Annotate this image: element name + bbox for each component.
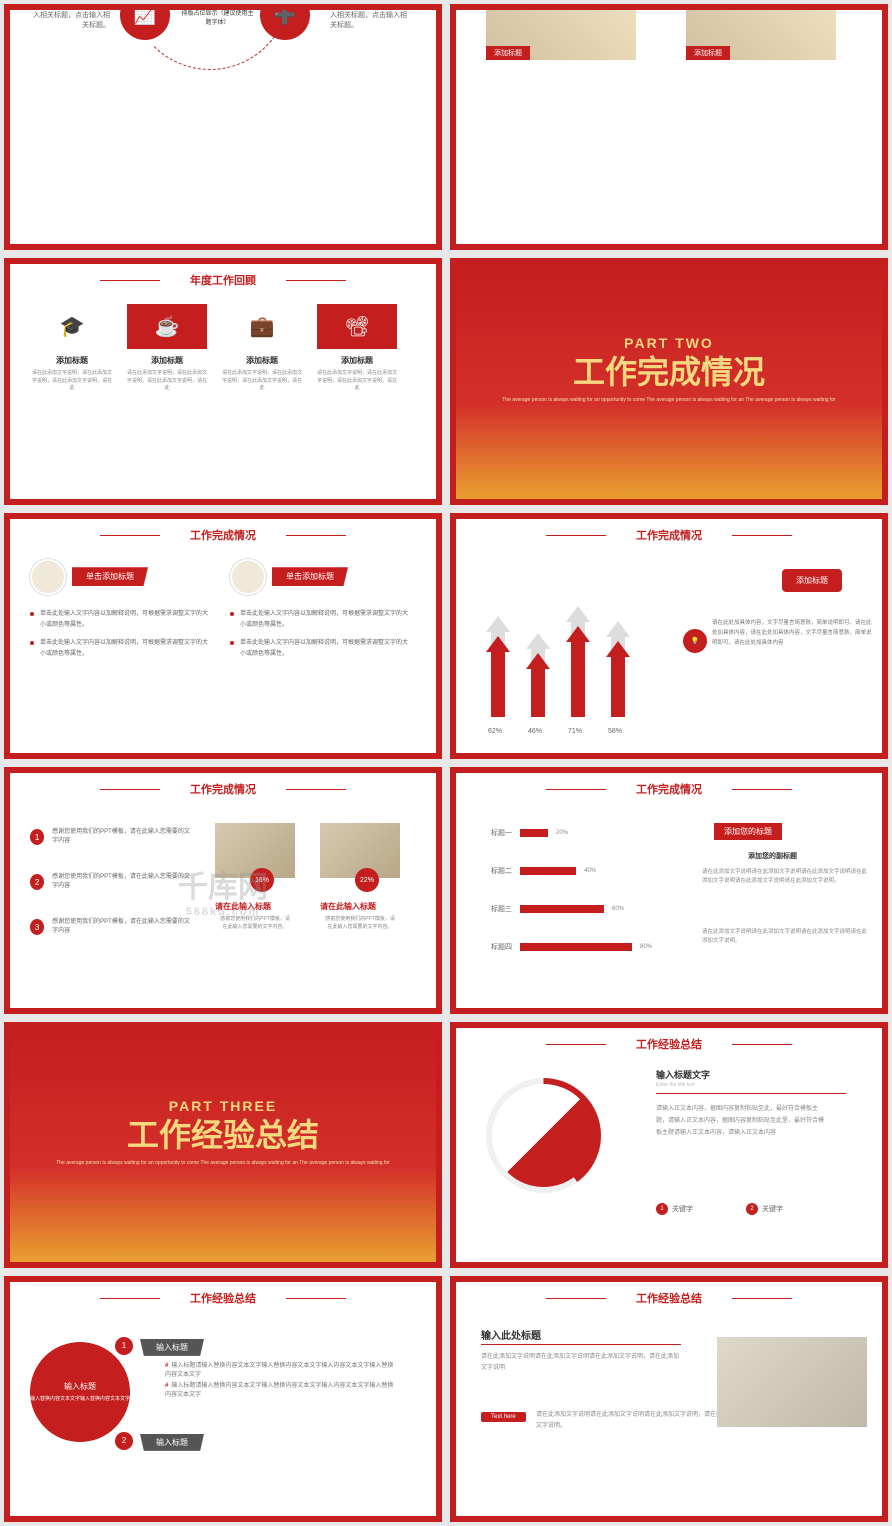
slide-8-title: 工作完成情况 <box>606 779 732 799</box>
right-title: 添加您的标题 <box>714 823 782 840</box>
slide-9-section: PART THREE 工作经验总结 The average person is … <box>4 1022 442 1268</box>
slide-10-title: 工作经验总结 <box>606 1034 732 1054</box>
kw-2: 关键字 <box>762 1204 783 1214</box>
slide-2: 添加标题 添加标题 <box>450 4 888 250</box>
slide-7-title: 工作完成情况 <box>160 779 286 799</box>
slide-7: 工作完成情况 1感谢您使用我们的PPT模板，请在此输入您需要的文字内容2感谢您使… <box>4 767 442 1013</box>
slide-6-text: 请在此处加具体内容，文字尽量言简意赅，简单说明即可。请在此处加具体内容，请在此处… <box>712 619 872 649</box>
p1: 请在此添加文字说明请在此添加文字说明请在此添加文字说明，请在此添加文字说明 <box>481 1352 681 1374</box>
group-2-header: 单击添加标题 <box>272 567 348 586</box>
slide-3: 年度工作回顾 🎓 添加标题请在此添加文字说明，请在此添加文字说明，请在此添加文字说… <box>4 258 442 504</box>
circle-image <box>486 1078 601 1193</box>
cap-1: 请在此输入标题 <box>215 901 271 912</box>
g1-b1: 单击此处输入文字内容以加解释说明，可根据需求调整文字的大小或颜色等属性。 <box>30 609 210 631</box>
heading: 输入此处标题 <box>481 1327 541 1342</box>
group-1-header: 单击添加标题 <box>72 567 148 586</box>
image-1-label: 添加标题 <box>486 46 530 60</box>
col-1-title: 添加标题 <box>32 355 112 366</box>
bulb-icon: 💡 <box>683 629 707 653</box>
badge-2: 22% <box>355 868 379 892</box>
col-3-title: 添加标题 <box>222 355 302 366</box>
col-4-icon: 📽 <box>317 304 397 349</box>
slide-12-title: 工作经验总结 <box>606 1288 732 1308</box>
p2: 请在此添加文字说明请在此添加文字说明请在此添加文字说明，请在此添加文字说明。 <box>536 1410 736 1432</box>
col-1-desc: 请在此添加文字说明，请在此添加文字说明，请在此添加文字说明，请在此 <box>32 370 112 393</box>
slide-6-title: 工作完成情况 <box>606 525 732 545</box>
g2-b1: 单击此处输入文字内容以加解释说明，可根据需求调整文字的大小或颜色等属性。 <box>230 609 410 631</box>
side-text-left: 入相关标题，点击输入相关标题。 <box>30 10 110 30</box>
slide-4-section: PART TWO 工作完成情况 The average person is al… <box>450 258 888 504</box>
divider <box>481 1344 681 1345</box>
tab-2: 输入标题 <box>140 1434 204 1451</box>
line-1: 输入标题请输入替换内容文本文字输入替换内容文本文字输入内容文本文字输入替换内容文… <box>165 1362 395 1380</box>
slide-3-title: 年度工作回顾 <box>160 270 286 290</box>
image-2: 添加标题 <box>686 4 836 60</box>
col-3-icon: 💼 <box>222 304 302 349</box>
part-title: 工作经验总结 <box>31 1110 414 1156</box>
side-text-right: 入相关标题，点击输入相关标题。 <box>330 10 410 30</box>
cap-2: 请在此输入标题 <box>320 901 376 912</box>
sub-1: 感谢您使用我们的PPT模板，请在此输入您需要的文字内容。 <box>220 915 290 931</box>
center-text: 排版占位显示（建议使用主题字体） <box>180 8 255 26</box>
part-sub: The average person is always waiting for… <box>31 1160 414 1167</box>
part-title: 工作完成情况 <box>477 347 860 393</box>
kw-num-1: 1 <box>656 1203 668 1215</box>
col-4-title: 添加标题 <box>317 355 397 366</box>
divider <box>656 1093 846 1094</box>
heading-sub: Enter the title text <box>656 1082 695 1088</box>
sub-2: 感谢您使用我们的PPT模板，请在此输入您需要的文字内容。 <box>325 915 395 931</box>
slide-5-title: 工作完成情况 <box>160 525 286 545</box>
badge-1: 16% <box>250 868 274 892</box>
body: 请输入正文本内容，据图内容复制粘贴至此，最好符合模板主题，请输入正文本内容，据图… <box>656 1103 826 1139</box>
col-2-title: 添加标题 <box>127 355 207 366</box>
g1-b2: 单击此处输入文字内容以加解释说明，可根据需求调整文字的大小或颜色等属性。 <box>30 638 210 660</box>
big-circle: 输入标题输入替换内容文本文字输入替换内容文本文字 <box>30 1342 130 1442</box>
right-image <box>717 1337 867 1427</box>
col-1-icon: 🎓 <box>32 304 112 349</box>
slide-6: 工作完成情况 62%46%71%58% 添加标题 💡 请在此处加具体内容，文字尽… <box>450 513 888 759</box>
slide-11: 工作经验总结 输入标题输入替换内容文本文字输入替换内容文本文字 1 输入标题 输… <box>4 1276 442 1522</box>
kw-num-2: 2 <box>746 1203 758 1215</box>
group-1-img <box>30 559 66 595</box>
col-3-desc: 请在此添加文字说明，请在此添加文字说明，请在此添加文字说明，请在此 <box>222 370 302 393</box>
line-1b: 输入标题请输入替换内容文本文字输入替换内容文本文字输入内容文本文字输入替换内容文… <box>165 1382 395 1400</box>
slide-1: 📈 ➕ 排版占位显示（建议使用主题字体） 入相关标题，点击输入相关标题。 入相关… <box>4 4 442 250</box>
image-2-label: 添加标题 <box>686 46 730 60</box>
group-2-img <box>230 559 266 595</box>
image-1: 添加标题 <box>486 4 636 60</box>
slide-12: 工作经验总结 输入此处标题 请在此添加文字说明请在此添加文字说明请在此添加文字说… <box>450 1276 888 1522</box>
num-1: 1 <box>115 1337 133 1355</box>
col-2-icon: ☕ <box>127 304 207 349</box>
tab-1: 输入标题 <box>140 1339 204 1356</box>
heading: 输入标题文字 <box>656 1068 710 1081</box>
right-sub: 添加您的副标题 <box>748 851 797 861</box>
right-p2: 请在此添加文字说明请在此添加文字说明请在此添加文字说明请在此添加文字说明。 <box>702 928 872 947</box>
col-2-desc: 请在此添加文字说明，请在此添加文字说明，请在此添加文字说明，请在此 <box>127 370 207 393</box>
g2-b2: 单击此处输入文字内容以加解释说明，可根据需求调整文字的大小或颜色等属性。 <box>230 638 410 660</box>
num-2: 2 <box>115 1432 133 1450</box>
part-sub: The average person is always waiting for… <box>477 397 860 404</box>
kw-1: 关键字 <box>672 1204 693 1214</box>
slide-10: 工作经验总结 输入标题文字 Enter the title text 请输入正文… <box>450 1022 888 1268</box>
callout: 添加标题 <box>782 569 842 592</box>
slide-5: 工作完成情况 单击添加标题 单击此处输入文字内容以加解释说明，可根据需求调整文字… <box>4 513 442 759</box>
slide-11-title: 工作经验总结 <box>160 1288 286 1308</box>
col-4-desc: 请在此添加文字说明，请在此添加文字说明，请在此添加文字说明，请在此 <box>317 370 397 393</box>
right-p1: 请在此添加文字说明请在此添加文字说明请在此添加文字说明请在此添加文字说明请在此添… <box>702 868 872 887</box>
tag: Text here <box>481 1412 526 1422</box>
slide-8: 工作完成情况 标题一20%标题二40%标题三60%标题四80% 添加您的标题 添… <box>450 767 888 1013</box>
